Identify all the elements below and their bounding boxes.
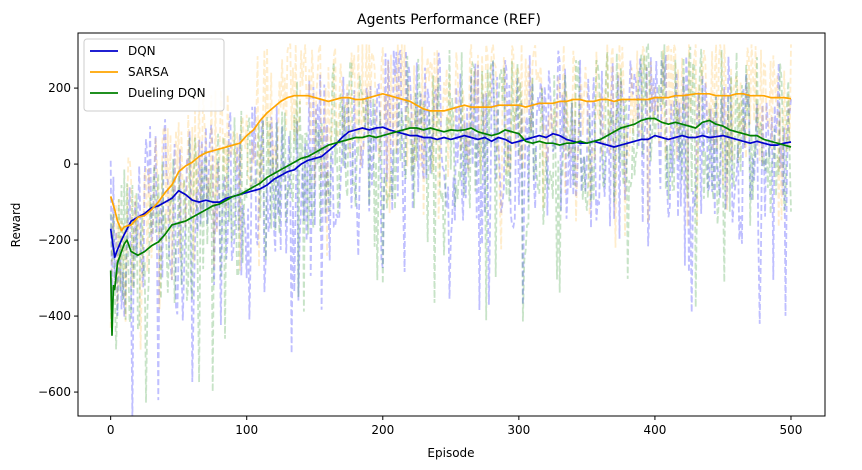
legend-label-dueling-dqn: Dueling DQN (128, 86, 206, 100)
chart-title: Agents Performance (REF) (357, 12, 541, 28)
x-tick-label: 200 (371, 423, 394, 437)
x-axis: 0 100 200 300 400 500 (107, 416, 803, 437)
series-line-dueling-dqn (109, 117, 792, 336)
x-tick-label: 500 (780, 423, 803, 437)
y-tick-label: −200 (38, 233, 71, 247)
y-tick-label: −400 (38, 309, 71, 323)
y-axis-label: Reward (9, 203, 23, 248)
x-tick-label: 0 (107, 423, 115, 437)
legend-label-sarsa: SARSA (128, 65, 169, 79)
x-axis-label: Episode (427, 446, 474, 460)
smoothed-reward-lines (109, 92, 792, 336)
raw-line-dueling-dqn (109, 43, 792, 403)
series-line-sarsa (109, 92, 792, 232)
plot-area (77, 32, 826, 417)
legend: DQN SARSA Dueling DQN (83, 38, 225, 112)
y-tick-label: 200 (48, 81, 71, 95)
legend-label-dqn: DQN (128, 44, 156, 58)
series-line-dqn (109, 126, 792, 259)
y-axis: −600 −400 −200 0 200 (38, 81, 78, 399)
raw-line-dqn (109, 49, 792, 416)
y-tick-label: 0 (63, 157, 71, 171)
x-tick-label: 400 (643, 423, 666, 437)
legend-box (83, 38, 225, 112)
y-tick-label: −600 (38, 385, 71, 399)
plot-frame (77, 32, 826, 417)
x-tick-label: 100 (235, 423, 258, 437)
x-tick-label: 300 (507, 423, 530, 437)
